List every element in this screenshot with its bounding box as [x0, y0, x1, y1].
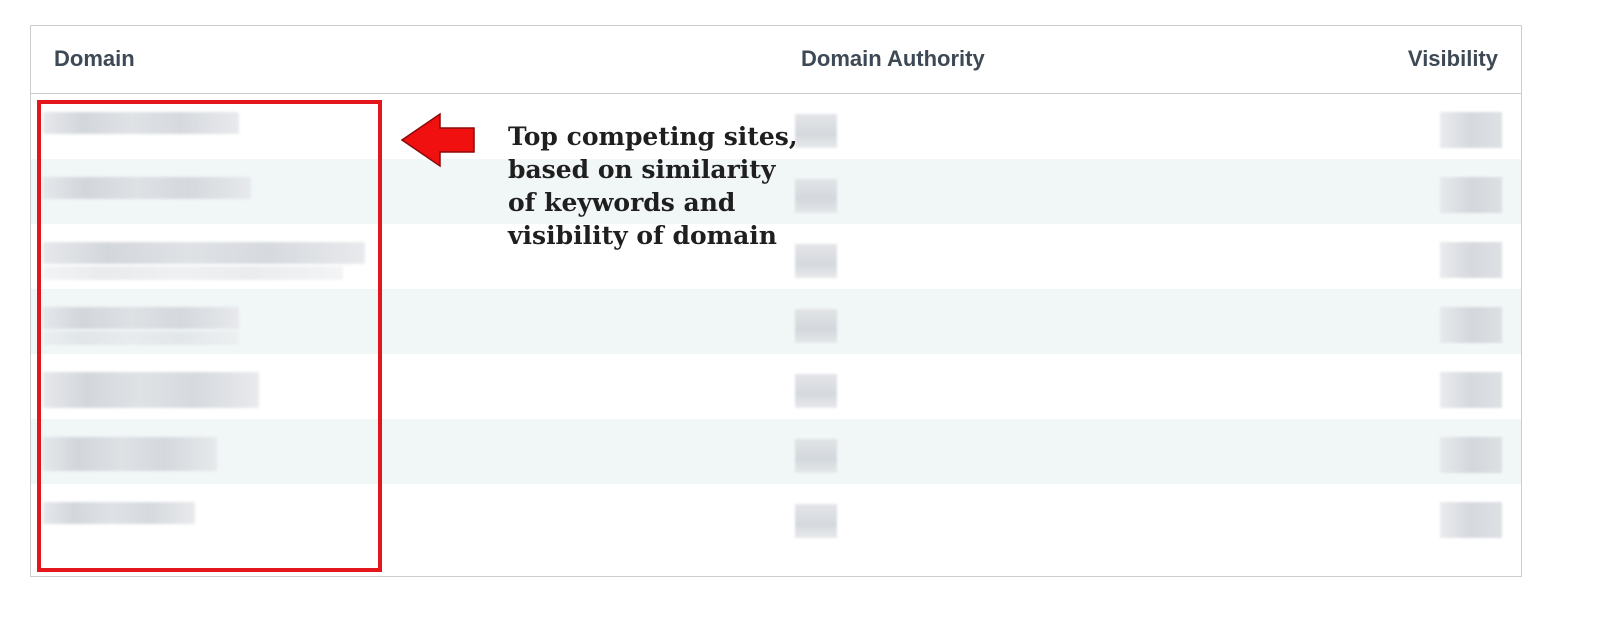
domain-cell-blurred — [43, 372, 259, 408]
table-row[interactable] — [31, 419, 1521, 484]
domain-authority-cell-blurred — [795, 504, 837, 538]
domain-cell-blurred — [43, 307, 239, 329]
table-row[interactable] — [31, 354, 1521, 419]
visibility-cell-blurred — [1440, 242, 1502, 278]
annotation-line: based on similarity — [508, 155, 776, 184]
table-row[interactable] — [31, 289, 1521, 354]
table-row[interactable] — [31, 94, 1521, 159]
domain-cell-blurred — [43, 112, 239, 134]
domain-authority-cell-blurred — [795, 114, 837, 148]
domain-cell-blurred — [43, 502, 195, 524]
column-header-domain-authority[interactable]: Domain Authority — [801, 46, 985, 71]
domain-cell-blurred — [43, 177, 251, 199]
visibility-cell-blurred — [1440, 372, 1502, 408]
domain-authority-cell-blurred — [795, 374, 837, 408]
annotation-line: Top competing sites, — [508, 122, 798, 151]
competitors-table: Domain Domain Authority Visibility — [30, 25, 1522, 577]
visibility-cell-blurred — [1440, 437, 1502, 473]
domain-cell-blurred-shadow — [43, 331, 239, 345]
table-row[interactable] — [31, 224, 1521, 289]
domain-authority-cell-blurred — [795, 439, 837, 473]
visibility-cell-blurred — [1440, 502, 1502, 538]
annotation-line: visibility of domain — [508, 221, 777, 250]
domain-cell-blurred-shadow — [43, 266, 343, 280]
annotation-line: of keywords and — [508, 188, 736, 217]
table-header: Domain Domain Authority Visibility — [31, 26, 1521, 94]
visibility-cell-blurred — [1440, 177, 1502, 213]
domain-cell-blurred — [43, 437, 217, 471]
visibility-cell-blurred — [1440, 112, 1502, 148]
annotation-callout: Top competing sites, based on similarity… — [508, 120, 808, 252]
domain-authority-cell-blurred — [795, 309, 837, 343]
table-row[interactable] — [31, 159, 1521, 224]
domain-cell-blurred — [43, 242, 365, 264]
column-header-domain[interactable]: Domain — [54, 46, 135, 71]
left-arrow-icon — [400, 112, 475, 168]
visibility-cell-blurred — [1440, 307, 1502, 343]
column-header-visibility[interactable]: Visibility — [1407, 46, 1498, 71]
domain-column-highlight — [37, 100, 382, 572]
domain-authority-cell-blurred — [795, 244, 837, 278]
table-row[interactable] — [31, 484, 1521, 549]
domain-authority-cell-blurred — [795, 179, 837, 213]
